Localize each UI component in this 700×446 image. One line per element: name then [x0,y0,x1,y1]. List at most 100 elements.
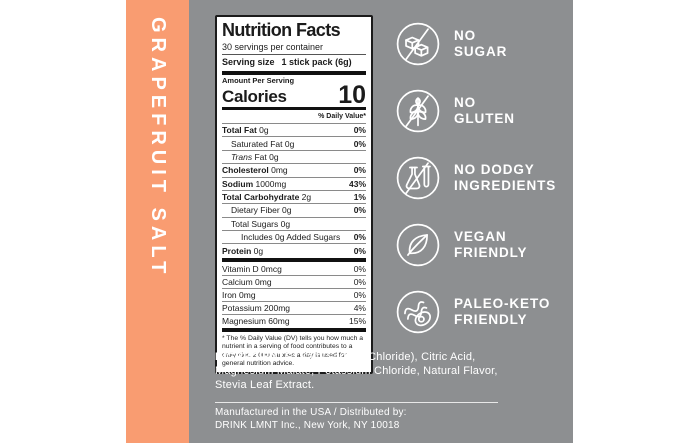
nutrient-dv: 0% [353,138,366,149]
nutrient-dv: 0% [353,205,366,216]
claim-line1: NO [454,27,477,43]
paleo-keto-friendly-icon [395,289,441,335]
nutrient-row-trans-fat: Trans Fat 0g [222,149,366,163]
claim-vegan-friendly: VEGAN FRIENDLY [395,211,567,278]
claim-label: NO GLUTEN [454,95,515,127]
vitamin-dv: 4% [353,302,366,313]
vegan-friendly-icon [395,222,441,268]
vitamin-row-vitamin-d: Vitamin D 0mcg 0% [222,263,366,275]
serving-size-row: Serving size 1 stick pack (6g) [222,54,366,70]
claim-no-gluten: NO GLUTEN [395,77,567,144]
nutrition-facts-label: Nutrition Facts 30 servings per containe… [215,15,373,375]
nutrient-name: Sodium [222,178,254,189]
vitamin-row-potassium: Potassium 200mg 4% [222,300,366,314]
ingredients-text: INGREDIENTS: Salt (Sodium Chloride), Cit… [215,350,527,392]
nutrient-dv: 43% [348,178,366,189]
daily-value-header: % Daily Value* [318,113,366,120]
nutrient-amount: Total Sugars 0g [231,218,291,229]
nutrient-dv: 0% [353,125,366,136]
vitamin-name: Iron 0mg [222,289,256,300]
amount-per-serving-label: Amount Per Serving [222,76,295,85]
claim-line1: PALEO-KETO [454,295,551,311]
ingredients-list: Salt (Sodium Chloride), Citric Acid, Mag… [215,351,498,391]
footer-divider [215,402,498,403]
nutrient-amount: 0g [256,125,269,136]
back-panel: Nutrition Facts 30 servings per containe… [189,0,573,443]
vitamin-dv: 0% [353,289,366,300]
calories-value: 10 [338,81,366,109]
claim-line2: SUGAR [454,43,508,59]
nutrient-amount: Fat 0g [252,151,279,162]
claim-line2: GLUTEN [454,110,515,126]
nutrient-name: Cholesterol [222,165,269,176]
calories-row: Calories 10 [222,81,366,109]
nutrient-name: Total Carbohydrate [222,192,300,203]
claim-paleo-keto-friendly: PALEO-KETO FRIENDLY [395,278,567,345]
claim-line2: FRIENDLY [454,311,528,327]
nutrient-dv: 1% [353,192,366,203]
claim-line1: NO DODGY [454,161,535,177]
no-sugar-icon [395,21,441,67]
vitamin-row-iron: Iron 0mg 0% [222,287,366,301]
flavor-strip: GRAPEFRUIT SALT [126,0,189,443]
nutrient-amount: 1000mg [253,178,287,189]
nutrient-row-dietary-fiber: Dietary Fiber 0g 0% [222,203,366,216]
calories-label: Calories [222,87,287,106]
serving-size-value: 1 stick pack (6g) [281,57,352,67]
nutrient-row-cholesterol: Cholesterol 0mg 0% [222,163,366,176]
medium-divider-bar [222,107,366,110]
claims-list: NO SUGAR [395,10,567,345]
no-gluten-icon [395,88,441,134]
nutrient-row-total-sugars: Total Sugars 0g [222,216,366,230]
claim-label: NO SUGAR [454,28,507,60]
nutrient-amount: 2g [299,192,312,203]
claim-no-sugar: NO SUGAR [395,10,567,77]
claim-line1: VEGAN [454,228,507,244]
vitamin-dv: 15% [348,315,366,326]
daily-value-footnote: * The % Daily Value (DV) tells you how m… [222,334,364,367]
claim-label: NO DODGY INGREDIENTS [454,162,556,194]
thick-divider-bar [222,327,366,332]
nutrient-dv: 0% [353,165,366,176]
nutrient-amount: Includes 0g Added Sugars [241,232,341,243]
vitamin-dv: 0% [353,263,366,274]
flavor-name: GRAPEFRUIT SALT [147,17,169,279]
vitamin-dv: 0% [353,276,366,287]
claim-line1: NO [454,94,477,110]
nutrient-row-added-sugars: Includes 0g Added Sugars 0% [222,230,366,243]
vitamin-name: Vitamin D 0mcg [222,263,282,274]
nutrient-row-saturated-fat: Saturated Fat 0g 0% [222,136,366,149]
nutrient-amount: Dietary Fiber 0g [231,205,292,216]
servings-per-container: 30 servings per container [222,42,324,52]
manufactured-line: Manufactured in the USA / Distributed by… [215,407,407,418]
nutrient-row-total-carbohydrate: Total Carbohydrate 2g 1% [222,189,366,203]
nutrient-row-protein: Protein 0g 0% [222,243,366,256]
vitamin-row-calcium: Calcium 0mg 0% [222,274,366,288]
nutrient-row-sodium: Sodium 1000mg 43% [222,176,366,190]
serving-size-label: Serving size [222,57,275,67]
nutrient-row-total-fat: Total Fat 0g 0% [222,123,366,136]
nutrient-dv: 0% [353,245,366,256]
distributor-line: DRINK LMNT Inc., New York, NY 10018 [215,419,400,431]
nutrient-name: Total Fat [222,125,257,136]
claim-label: PALEO-KETO FRIENDLY [454,296,550,328]
nutrient-dv: 0% [353,232,366,243]
nutrient-amount: 0g [251,245,264,256]
thick-divider-bar [222,257,366,262]
vitamin-name: Potassium 200mg [222,302,291,313]
vitamin-name: Magnesium 60mg [222,315,290,326]
nutrition-facts-title: Nutrition Facts [222,20,341,40]
nutrient-amount: Saturated Fat 0g [231,138,295,149]
vitamin-row-magnesium: Magnesium 60mg 15% [222,313,366,327]
nutrient-rows: Total Fat 0g 0% Saturated Fat 0g 0% Tran… [222,123,366,257]
claim-label: VEGAN FRIENDLY [454,229,527,261]
vitamin-rows: Vitamin D 0mcg 0% Calcium 0mg 0% Iron 0m… [222,263,366,327]
nutrient-name: Protein [222,245,252,256]
distributor-text: Manufactured in the USA / Distributed by… [215,407,407,432]
thick-divider-bar [222,71,366,75]
nutrient-name-italic: Trans [231,151,253,162]
no-dodgy-ingredients-icon [395,155,441,201]
claim-line2: FRIENDLY [454,244,528,260]
vitamin-name: Calcium 0mg [222,276,272,287]
